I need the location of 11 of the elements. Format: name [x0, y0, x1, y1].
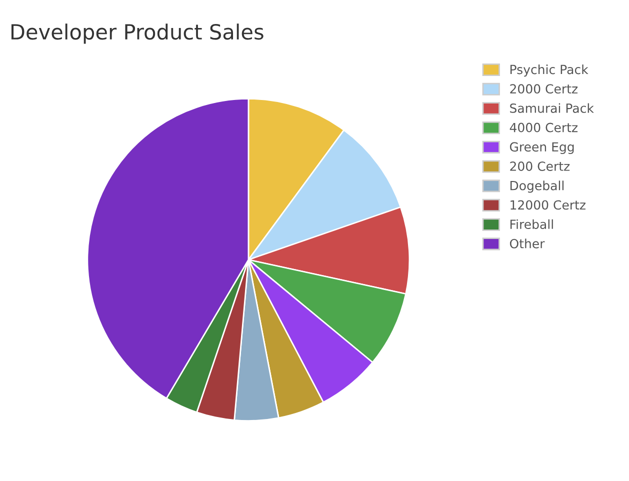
legend-label: Samurai Pack: [510, 103, 594, 113]
legend-label: Green Egg: [510, 142, 574, 154]
legend-label: 2000 Certz: [510, 84, 578, 94]
legend-label: 4000 Certz: [510, 122, 578, 132]
legend-label: 200 Certz: [510, 162, 570, 171]
chart-title: Developer Product Sales: [11, 24, 264, 44]
legend-label: Dogeball: [510, 180, 564, 193]
legend-label: 12000 Certz: [510, 200, 586, 210]
legend-label: Fireball: [510, 219, 553, 230]
legend-label: Other: [510, 238, 545, 248]
legend-label: Psychic Pack: [510, 64, 588, 77]
